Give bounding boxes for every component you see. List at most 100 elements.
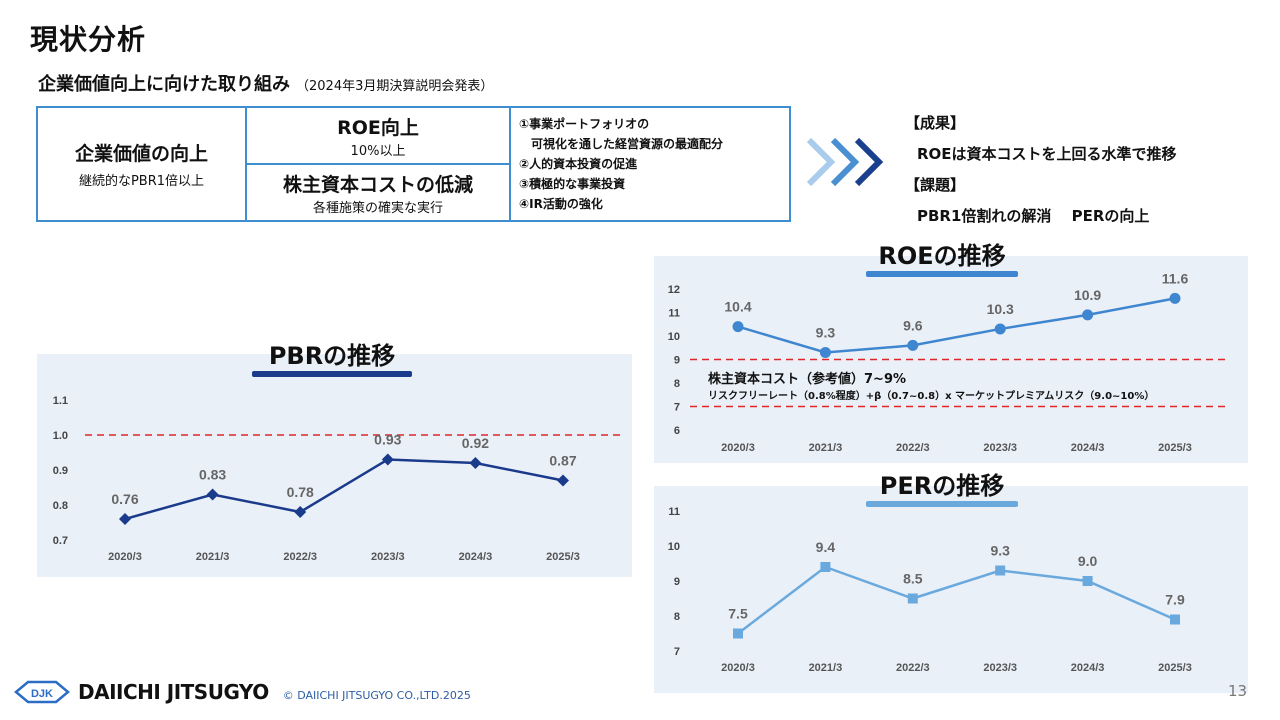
per-data-point	[733, 628, 743, 639]
subtitle-note: （2024年3月期決算説明会発表）	[296, 79, 494, 94]
per-y-tick-label: 11	[668, 506, 680, 518]
pbr-y-tick-label: 1.0	[53, 430, 68, 442]
per-data-label: 8.5	[903, 571, 923, 587]
per-data-label: 7.9	[1165, 592, 1185, 608]
action-item: ②人的資本投資の促進	[519, 157, 638, 171]
pbr-data-label: 0.92	[462, 435, 489, 451]
roe-x-tick-label: 2024/3	[1071, 442, 1105, 454]
action-item: ③積極的な事業投資	[519, 177, 626, 191]
copyright: © DAIICHI JITSUGYO CO.,LTD.2025	[282, 688, 471, 702]
subtitle-text: 企業価値向上に向けた取り組み	[38, 74, 290, 95]
pbr-data-point	[557, 474, 569, 487]
per-x-tick-label: 2025/3	[1158, 662, 1192, 674]
roe-series-line	[737, 297, 1176, 354]
pbr-chart-background	[37, 354, 632, 577]
action-item: ①事業ポートフォリオの	[519, 117, 650, 131]
page-title: 現状分析	[30, 23, 147, 56]
cost-title: 株主資本コストの低減	[282, 173, 473, 196]
pbr-data-label: 0.87	[549, 453, 576, 469]
per-y-tick-label: 8	[674, 611, 680, 623]
per-data-label: 9.3	[990, 543, 1010, 559]
roe-y-tick-label: 7	[674, 402, 680, 414]
roe-data-point	[907, 339, 919, 351]
cost-subtitle: 各種施策の確実な実行	[312, 200, 443, 216]
per-chart-background	[654, 486, 1248, 693]
pbr-data-point	[294, 506, 307, 518]
per-data-point	[1170, 614, 1180, 625]
page-subtitle: 企業価値向上に向けた取り組み （2024年3月期決算説明会発表）	[38, 70, 493, 96]
pbr-y-tick-label: 0.9	[53, 465, 68, 477]
roe-annotation-detail: リスクフリーレート（0.8%程度）+β（0.7~0.8）x マーケットプレミアム…	[708, 391, 1155, 402]
roe-y-tick-label: 10	[668, 331, 680, 343]
pbr-y-tick-label: 0.7	[53, 535, 68, 547]
per-y-tick-label: 7	[674, 646, 680, 658]
result-heading: 【成果】	[905, 114, 966, 132]
pbr-chart-title: PBRの推移	[232, 336, 432, 377]
roe-title: ROE向上	[337, 116, 419, 139]
pbr-data-label: 0.83	[199, 467, 226, 483]
action-item: 可視化を通した経営資源の最適配分	[519, 137, 724, 151]
per-data-point	[995, 565, 1006, 576]
pbr-y-tick-label: 1.1	[53, 395, 68, 407]
per-x-tick-label: 2024/3	[1071, 662, 1105, 674]
roe-y-tick-label: 6	[674, 425, 680, 437]
roe-y-tick-label: 9	[674, 355, 680, 367]
goal-cell: 企業価値の向上 継続的なPBR1倍以上	[36, 106, 247, 222]
per-x-tick-label: 2023/3	[983, 662, 1017, 674]
pbr-y-tick-label: 0.8	[53, 500, 68, 512]
pbr-x-tick-label: 2020/3	[108, 551, 142, 563]
roe-x-tick-label: 2021/3	[809, 442, 843, 454]
pbr-x-tick-label: 2024/3	[459, 551, 493, 563]
per-data-point	[1082, 576, 1093, 586]
logo-text: DJK	[31, 688, 53, 700]
pbr-x-tick-label: 2021/3	[196, 551, 230, 563]
pbr-data-point	[119, 513, 131, 525]
results-panel: 【成果】 ROEは資本コストを上回る水準で推移 【課題】 PBR1倍割れの解消 …	[905, 108, 1177, 232]
roe-x-tick-label: 2023/3	[983, 442, 1017, 454]
pbr-x-tick-label: 2023/3	[371, 551, 405, 563]
per-x-tick-label: 2021/3	[809, 662, 843, 674]
roe-chart-title: ROEの推移	[842, 236, 1042, 277]
footer: DJK DAIICHI JITSUGYO © DAIICHI JITSUGYO …	[14, 680, 471, 704]
roe-title-text: ROEの推移	[878, 242, 1006, 270]
roe-data-point	[1082, 309, 1094, 321]
roe-data-point	[1169, 292, 1181, 304]
pbr-x-tick-label: 2025/3	[546, 551, 580, 563]
goal-subtitle: 継続的なPBR1倍以上	[78, 174, 205, 189]
roe-y-tick-label: 11	[668, 308, 680, 320]
per-x-tick-label: 2020/3	[721, 662, 755, 674]
pbr-title-text: PBRの推移	[268, 342, 396, 370]
per-data-point	[820, 562, 831, 572]
per-data-label: 7.5	[728, 606, 748, 622]
goal-title: 企業価値の向上	[74, 143, 208, 165]
per-chart-title: PERの推移	[842, 466, 1042, 507]
pbr-title-underline	[252, 371, 412, 377]
pbr-data-point	[206, 488, 219, 501]
pbr-data-label: 0.93	[374, 432, 401, 448]
actions-cell: ①事業ポートフォリオの 可視化を通した経営資源の最適配分 ②人的資本投資の促進 …	[509, 106, 791, 222]
roe-data-label: 9.3	[816, 324, 836, 340]
chevron-arrows-icon	[806, 137, 884, 187]
djk-logo-icon: DJK	[14, 680, 70, 704]
pbr-data-point	[469, 457, 482, 469]
result-text: ROEは資本コストを上回る水準で推移	[917, 145, 1177, 163]
roe-subtitle: 10%以上	[350, 143, 406, 159]
per-y-tick-label: 10	[668, 541, 680, 553]
per-data-label: 9.0	[1078, 553, 1098, 569]
roe-x-tick-label: 2025/3	[1158, 442, 1192, 454]
action-item: ④IR活動の強化	[519, 197, 603, 211]
roe-annotation-title: 株主資本コスト（参考値）7~9%	[708, 372, 907, 387]
pbr-series-line	[124, 458, 564, 521]
roe-data-point	[732, 321, 744, 333]
per-series-line	[737, 565, 1176, 635]
page-number: 13	[1228, 682, 1248, 700]
pbr-x-tick-label: 2022/3	[283, 551, 317, 563]
roe-data-label: 9.6	[903, 317, 923, 333]
per-data-point	[907, 593, 918, 604]
roe-x-tick-label: 2020/3	[721, 442, 755, 454]
roe-data-label: 10.9	[1074, 287, 1101, 303]
pbr-data-label: 0.78	[287, 484, 314, 500]
roe-data-point	[819, 346, 831, 358]
roe-data-point	[994, 323, 1006, 335]
